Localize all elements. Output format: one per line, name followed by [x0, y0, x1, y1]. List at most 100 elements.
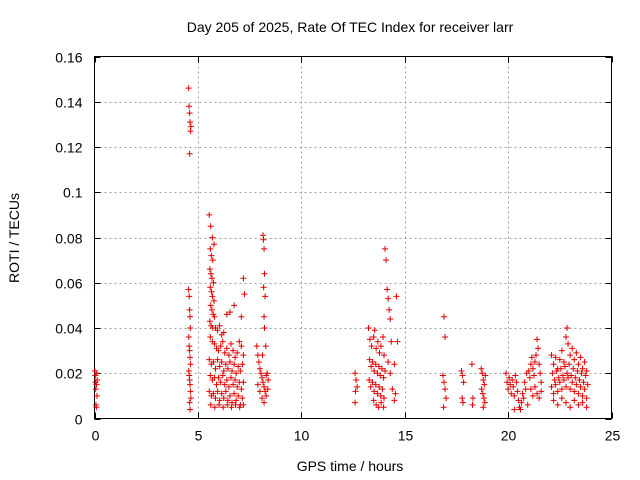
data-point	[239, 361, 246, 368]
data-point	[577, 354, 584, 361]
data-point	[468, 361, 475, 368]
y-axis-label: ROTI / TECUs	[6, 193, 22, 283]
data-point	[440, 313, 447, 320]
data-point	[185, 286, 192, 293]
data-point	[572, 374, 579, 381]
tick-labels: 0 5 10 15 20 25 0 0.02 0.04 0.06 0.08 0.1 0.12 0.14 0.…	[55, 50, 620, 444]
data-point	[575, 361, 582, 368]
data-point	[93, 392, 100, 399]
data-point	[187, 361, 194, 368]
data-point	[187, 381, 194, 388]
data-point	[460, 379, 467, 386]
data-point	[235, 392, 242, 399]
data-point	[505, 386, 512, 393]
data-point	[365, 325, 372, 331]
data-point	[260, 284, 267, 291]
data-point	[216, 322, 223, 329]
data-point	[233, 370, 240, 377]
data-point	[387, 315, 394, 322]
data-point	[568, 372, 575, 379]
data-point	[375, 363, 382, 370]
data-point	[440, 404, 447, 411]
data-point	[235, 363, 242, 370]
data-point	[366, 356, 373, 363]
data-point	[221, 381, 228, 388]
data-point	[567, 404, 574, 411]
y-tick-label: 0.02	[55, 366, 82, 382]
data-point	[371, 367, 378, 374]
data-point	[225, 352, 232, 359]
data-point	[382, 367, 389, 374]
data-point	[211, 404, 218, 411]
y-tick-label: 0.06	[55, 276, 82, 292]
data-point	[259, 352, 266, 359]
data-point	[513, 379, 520, 386]
data-point	[186, 347, 193, 354]
data-point	[217, 343, 224, 350]
data-point	[187, 395, 194, 402]
data-point	[219, 372, 226, 379]
data-point	[529, 365, 536, 372]
data-point	[559, 372, 566, 379]
data-point	[234, 383, 241, 390]
data-point	[234, 349, 241, 356]
data-point	[538, 388, 545, 395]
data-point	[578, 370, 585, 377]
data-point	[261, 245, 268, 252]
data-point	[207, 302, 214, 309]
data-point	[261, 270, 268, 277]
data-point	[372, 381, 379, 388]
data-point	[548, 383, 555, 390]
data-point	[579, 365, 586, 372]
data-point	[583, 395, 590, 402]
data-point	[207, 223, 214, 230]
data-point	[459, 395, 466, 402]
data-point	[232, 354, 239, 361]
data-point	[388, 338, 395, 345]
data-point	[369, 379, 376, 386]
data-point	[504, 379, 511, 386]
data-point	[443, 395, 450, 402]
data-point	[238, 386, 245, 393]
data-point	[560, 377, 567, 384]
data-point	[352, 399, 359, 406]
data-point	[186, 306, 193, 313]
data-point	[264, 386, 271, 393]
data-point	[530, 372, 537, 379]
data-point	[211, 241, 218, 248]
data-point	[218, 390, 225, 397]
data-point	[220, 329, 227, 336]
data-point	[583, 404, 590, 411]
data-point	[557, 365, 564, 372]
data-point	[237, 367, 244, 374]
data-point	[535, 345, 542, 352]
data-point	[460, 399, 467, 406]
data-point	[458, 367, 465, 374]
data-point	[377, 392, 384, 399]
data-point	[554, 401, 561, 408]
data-point	[208, 288, 215, 295]
data-point	[528, 354, 535, 361]
data-point	[377, 343, 384, 350]
data-point	[564, 370, 571, 377]
data-point	[208, 275, 215, 282]
data-point	[239, 395, 246, 402]
data-point	[382, 245, 389, 252]
data-point	[377, 372, 384, 379]
data-point	[385, 358, 392, 365]
data-point	[218, 358, 225, 365]
data-point	[380, 404, 387, 411]
data-point	[206, 266, 213, 273]
x-tick-label: 15	[398, 428, 414, 444]
data-point	[440, 379, 447, 386]
data-point	[393, 293, 400, 300]
data-point	[480, 377, 487, 384]
data-point	[537, 370, 544, 377]
data-point	[510, 383, 517, 390]
data-point	[567, 386, 574, 393]
data-point	[561, 363, 568, 370]
data-point	[383, 257, 390, 264]
data-point	[511, 406, 518, 413]
data-point	[556, 356, 563, 363]
data-point	[187, 119, 194, 126]
